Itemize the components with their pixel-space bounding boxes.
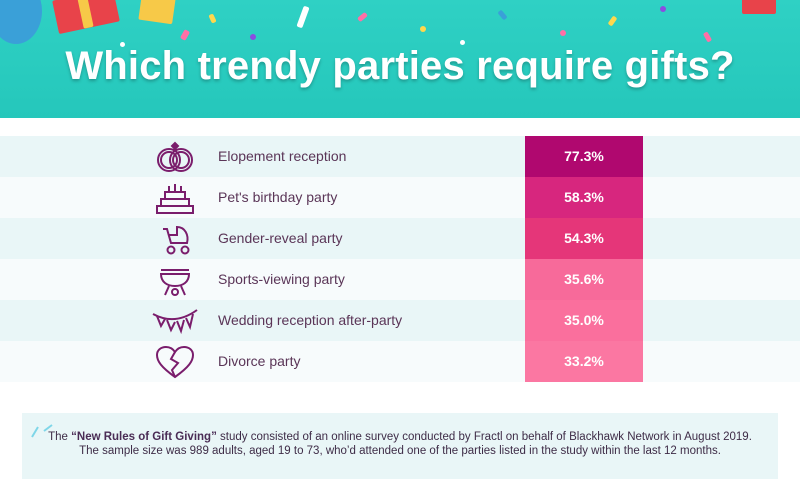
bunting-icon — [150, 300, 200, 341]
bar: 35.0% — [525, 300, 643, 341]
confetti-piece — [702, 31, 713, 43]
confetti-piece — [120, 42, 125, 47]
confetti-piece — [357, 11, 368, 23]
grill-icon — [150, 259, 200, 300]
chart-row: Gender-reveal party 54.3% — [0, 218, 800, 259]
confetti-piece — [250, 34, 256, 40]
broken-heart-icon — [150, 341, 200, 382]
chart-row: Sports-viewing party 35.6% — [0, 259, 800, 300]
bar: 77.3% — [525, 136, 643, 177]
chart-row: Pet's birthday party 58.3% — [0, 177, 800, 218]
bar: 33.2% — [525, 341, 643, 382]
confetti-piece — [607, 15, 618, 27]
confetti-piece — [460, 40, 465, 45]
footnote-body: study consisted of an online survey cond… — [79, 431, 752, 457]
footnote-box — [22, 413, 778, 479]
category-label: Divorce party — [218, 353, 301, 369]
confetti-piece — [497, 9, 508, 21]
confetti-piece — [660, 6, 666, 12]
chart-row: Divorce party 33.2% — [0, 341, 800, 382]
stroller-icon — [150, 218, 200, 259]
gift-box-shape — [742, 0, 776, 14]
confetti-decoration — [31, 424, 53, 438]
confetti-piece — [560, 30, 566, 36]
gift-box-shape — [138, 0, 176, 25]
category-label: Elopement reception — [218, 148, 347, 164]
category-label: Sports-viewing party — [218, 271, 345, 287]
cake-icon — [150, 177, 200, 218]
bar-chart: Elopement reception 77.3% Pet's birthday… — [0, 136, 800, 382]
chart-row: Wedding reception after-party 35.0% — [0, 300, 800, 341]
bar: 35.6% — [525, 259, 643, 300]
category-label: Pet's birthday party — [218, 189, 338, 205]
balloon-shape — [0, 0, 42, 44]
category-label: Gender-reveal party — [218, 230, 343, 246]
confetti-piece — [420, 26, 426, 32]
candle-shape — [296, 5, 310, 29]
confetti-piece — [179, 29, 191, 41]
rings-icon — [150, 136, 200, 177]
category-label: Wedding reception after-party — [218, 312, 403, 328]
header-banner: Which trendy parties require gifts? — [0, 0, 800, 118]
study-name: “New Rules of Gift Giving” — [71, 431, 217, 443]
bar: 54.3% — [525, 218, 643, 259]
chart-row: Elopement reception 77.3% — [0, 136, 800, 177]
bar: 58.3% — [525, 177, 643, 218]
page-title: Which trendy parties require gifts? — [65, 44, 735, 88]
footnote-prefix: The — [48, 431, 68, 443]
confetti-piece — [208, 13, 217, 24]
footnote-text: The “New Rules of Gift Giving” study con… — [40, 430, 760, 458]
